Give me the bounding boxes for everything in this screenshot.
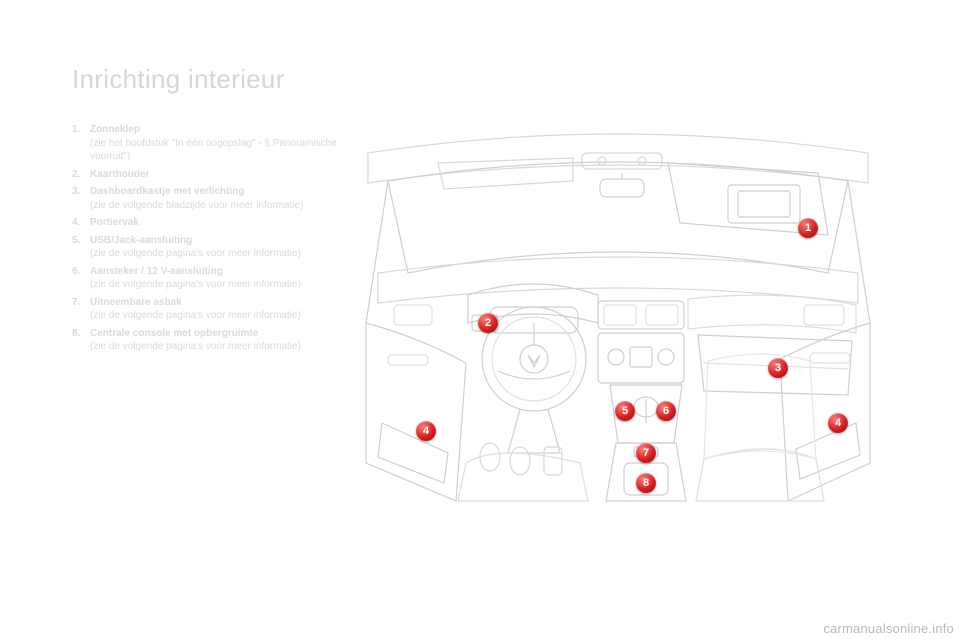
feature-item-sub: (zie de volgende pagina's voor meer info… (90, 248, 301, 259)
feature-item: 8.Centrale console met opbergruimte (zie … (72, 327, 340, 354)
feature-item: 7.Uitneembare asbak (zie de volgende pagi… (72, 296, 340, 323)
feature-item-main: USB/Jack-aansluiting (90, 235, 192, 246)
feature-item-sub: (zie het hoofdstuk "In één oogopslag" - … (90, 138, 337, 163)
feature-item-number: 8. (72, 327, 90, 354)
feature-item-text: Zonneklep (zie het hoofdstuk "In één oogo… (90, 123, 340, 164)
feature-item-sub: (zie de volgende pagina's voor meer info… (90, 310, 301, 321)
callout-marker-8: 8 (636, 473, 656, 493)
callout-marker-2: 2 (478, 313, 498, 333)
feature-item: 4.Portiervak (72, 216, 340, 230)
feature-item: 2.Kaarthouder (72, 168, 340, 182)
feature-item-text: Centrale console met opbergruimte (zie de… (90, 327, 340, 354)
feature-item-text: Dashboardkastje met verlichting (zie de v… (90, 185, 340, 212)
feature-item-main: Zonneklep (90, 124, 140, 135)
feature-item-sub: (zie de volgende pagina's voor meer info… (90, 341, 301, 352)
feature-item-text: Aansteker / 12 V-aansluiting (zie de volg… (90, 265, 340, 292)
content-row: 1.Zonneklep (zie het hoofdstuk "In één oo… (72, 123, 892, 503)
feature-item-main: Dashboardkastje met verlichting (90, 186, 245, 197)
feature-item: 5.USB/Jack-aansluiting (zie de volgende p… (72, 234, 340, 261)
callout-marker-5: 5 (615, 401, 635, 421)
feature-item-text: USB/Jack-aansluiting (zie de volgende pag… (90, 234, 340, 261)
page-root: Inrichting interieur 1.Zonneklep (zie het… (72, 64, 892, 594)
feature-item-number: 1. (72, 123, 90, 164)
feature-item-main: Uitneembare asbak (90, 297, 182, 308)
feature-item-text: Portiervak (90, 216, 340, 230)
callout-marker-7: 7 (636, 443, 656, 463)
feature-item-main: Aansteker / 12 V-aansluiting (90, 266, 223, 277)
feature-item-sub: (zie de volgende pagina's voor meer info… (90, 279, 301, 290)
feature-item-number: 6. (72, 265, 90, 292)
feature-list: 1.Zonneklep (zie het hoofdstuk "In één oo… (72, 123, 340, 503)
callout-marker-4: 4 (828, 413, 848, 433)
feature-item-number: 3. (72, 185, 90, 212)
interior-illustration: 1 2 3 4 4 5 6 7 8 (348, 123, 888, 503)
feature-item-main: Centrale console met opbergruimte (90, 328, 258, 339)
feature-item-main: Kaarthouder (90, 169, 149, 180)
feature-item-number: 7. (72, 296, 90, 323)
watermark: carmanualsonline.info (823, 621, 954, 636)
feature-item: 6.Aansteker / 12 V-aansluiting (zie de vo… (72, 265, 340, 292)
feature-item-main: Portiervak (90, 217, 139, 228)
callout-marker-6: 6 (656, 401, 676, 421)
interior-svg (348, 123, 888, 503)
feature-item-sub: (zie de volgende bladzijde voor meer inf… (90, 200, 303, 211)
page-title: Inrichting interieur (72, 64, 892, 95)
feature-item: 1.Zonneklep (zie het hoofdstuk "In één oo… (72, 123, 340, 164)
feature-item-number: 5. (72, 234, 90, 261)
feature-item-number: 4. (72, 216, 90, 230)
feature-item-number: 2. (72, 168, 90, 182)
callout-marker-3: 3 (768, 358, 788, 378)
callout-marker-4: 4 (416, 421, 436, 441)
feature-item-text: Uitneembare asbak (zie de volgende pagina… (90, 296, 340, 323)
callout-marker-1: 1 (798, 218, 818, 238)
feature-item-text: Kaarthouder (90, 168, 340, 182)
feature-item: 3.Dashboardkastje met verlichting (zie de… (72, 185, 340, 212)
